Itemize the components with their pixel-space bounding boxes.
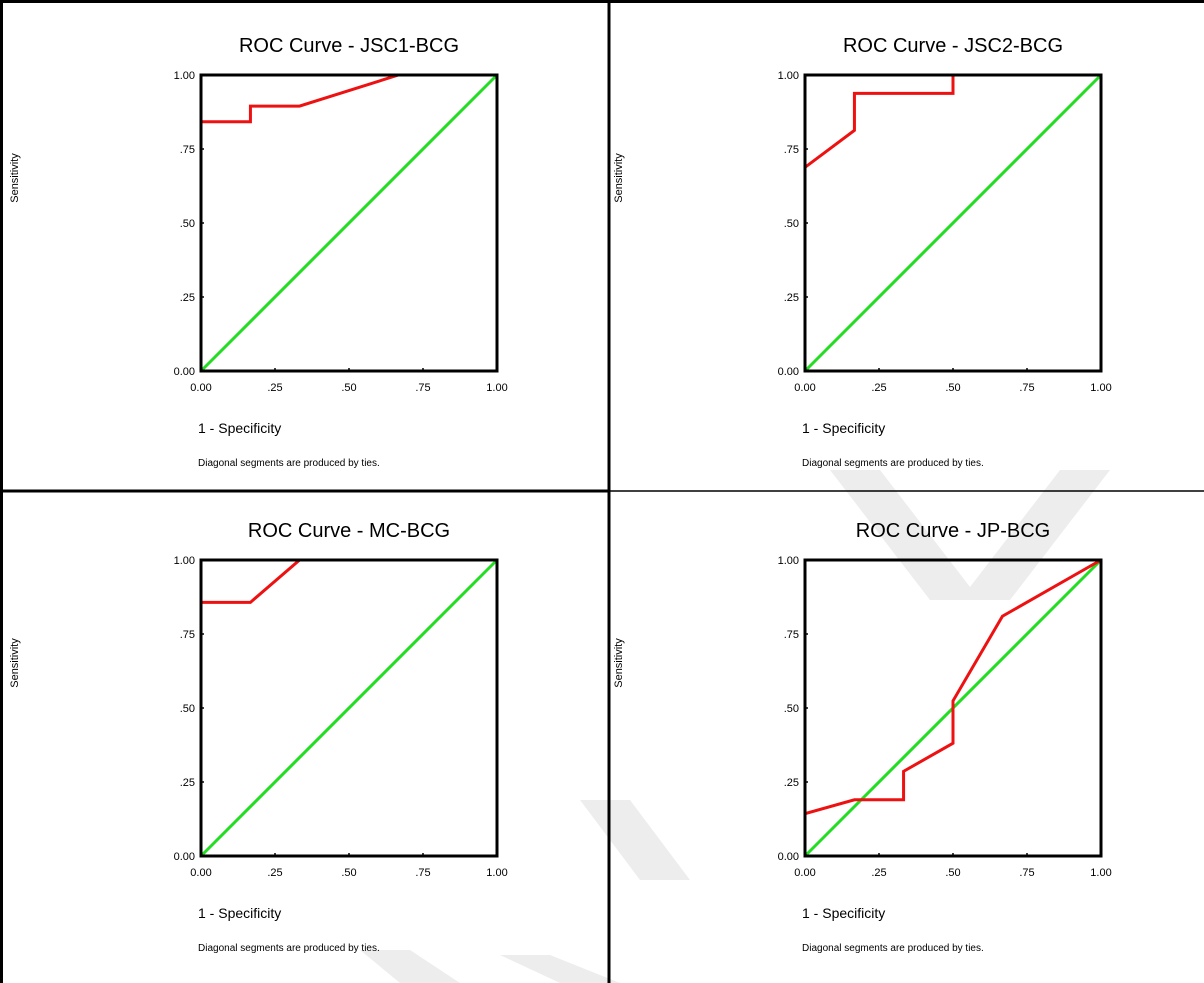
x-tick-label: .50 — [341, 867, 356, 879]
y-tick-label: 1.00 — [778, 70, 799, 82]
footnote: Diagonal segments are produced by ties. — [198, 943, 380, 954]
y-tick-label: .50 — [784, 703, 799, 715]
x-tick-label: .75 — [415, 382, 430, 394]
x-tick-label: 0.00 — [190, 382, 211, 394]
x-tick-label: .25 — [871, 382, 886, 394]
y-tick-label: 0.00 — [778, 366, 799, 378]
watermark-shape — [960, 470, 1110, 600]
x-tick-label: .50 — [945, 382, 960, 394]
watermark-shape — [360, 950, 460, 983]
watermark-shape — [500, 955, 620, 983]
reference-line — [199, 558, 499, 858]
y-tick-label: .75 — [784, 629, 799, 641]
y-tick-label: 0.00 — [778, 851, 799, 863]
roc-curve-line — [803, 558, 1102, 856]
y-tick-label: .75 — [180, 144, 195, 156]
y-tick-label: .25 — [180, 292, 195, 304]
y-tick-label: 0.00 — [174, 851, 195, 863]
chart-title: ROC Curve - JP-BCG — [856, 520, 1050, 542]
footnote: Diagonal segments are produced by ties. — [198, 458, 380, 469]
y-axis-label: Sensitivity — [9, 638, 21, 688]
y-tick-label: 1.00 — [174, 555, 195, 567]
x-tick-label: 0.00 — [794, 382, 815, 394]
x-tick-label: 1.00 — [486, 867, 507, 879]
y-axis-label: Sensitivity — [9, 153, 21, 203]
chart-title: ROC Curve - JSC1-BCG — [239, 35, 459, 57]
y-tick-label: 0.00 — [174, 366, 195, 378]
x-tick-label: .25 — [871, 867, 886, 879]
y-tick-label: .75 — [180, 629, 195, 641]
reference-line — [803, 73, 1103, 373]
x-tick-label: 1.00 — [486, 382, 507, 394]
y-axis-label: Sensitivity — [613, 638, 625, 688]
x-tick-label: .75 — [1019, 382, 1034, 394]
footnote: Diagonal segments are produced by ties. — [802, 943, 984, 954]
watermark-shape — [580, 800, 690, 880]
x-axis-label: 1 - Specificity — [198, 420, 281, 436]
roc-panel-3: ROC Curve - MC-BCG Sensitivity 0.00 .25 .50.… — [9, 520, 508, 954]
x-tick-label: .75 — [415, 867, 430, 879]
x-tick-label: .25 — [267, 867, 282, 879]
x-axis-label: 1 - Specificity — [198, 905, 281, 921]
panels-layer: ROC Curve - JSC1-BCG Sensitivity 0.00 .25 .5… — [9, 35, 1112, 954]
x-axis-label: 1 - Specificity — [802, 905, 885, 921]
x-tick-label: .50 — [945, 867, 960, 879]
y-axis-label: Sensitivity — [613, 153, 625, 203]
roc-panel-2: ROC Curve - JSC2-BCG Sensitivity 0.00 .25 .5… — [613, 35, 1112, 469]
x-axis-label: 1 - Specificity — [802, 420, 885, 436]
roc-panel-4: ROC Curve - JP-BCG Sensitivity 0.00 .25 .50.… — [613, 520, 1112, 954]
x-tick-label: 1.00 — [1090, 867, 1111, 879]
y-tick-label: .25 — [784, 292, 799, 304]
x-tick-label: .25 — [267, 382, 282, 394]
watermark — [360, 470, 1110, 983]
y-tick-label: .25 — [180, 777, 195, 789]
watermark-shape — [830, 470, 980, 600]
reference-line — [199, 73, 499, 373]
y-tick-label: .25 — [784, 777, 799, 789]
y-tick-label: 1.00 — [174, 70, 195, 82]
roc-panel-1: ROC Curve - JSC1-BCG Sensitivity 0.00 .25 .5… — [9, 35, 508, 469]
chart-title: ROC Curve - MC-BCG — [248, 520, 450, 542]
y-tick-label: .50 — [180, 218, 195, 230]
chart-title: ROC Curve - JSC2-BCG — [843, 35, 1063, 57]
footnote: Diagonal segments are produced by ties. — [802, 458, 984, 469]
y-tick-label: .50 — [180, 703, 195, 715]
y-tick-label: 1.00 — [778, 555, 799, 567]
y-tick-label: .75 — [784, 144, 799, 156]
x-tick-label: 0.00 — [190, 867, 211, 879]
x-tick-label: 0.00 — [794, 867, 815, 879]
x-tick-label: .75 — [1019, 867, 1034, 879]
x-tick-label: 1.00 — [1090, 382, 1111, 394]
x-tick-label: .50 — [341, 382, 356, 394]
y-tick-label: .50 — [784, 218, 799, 230]
